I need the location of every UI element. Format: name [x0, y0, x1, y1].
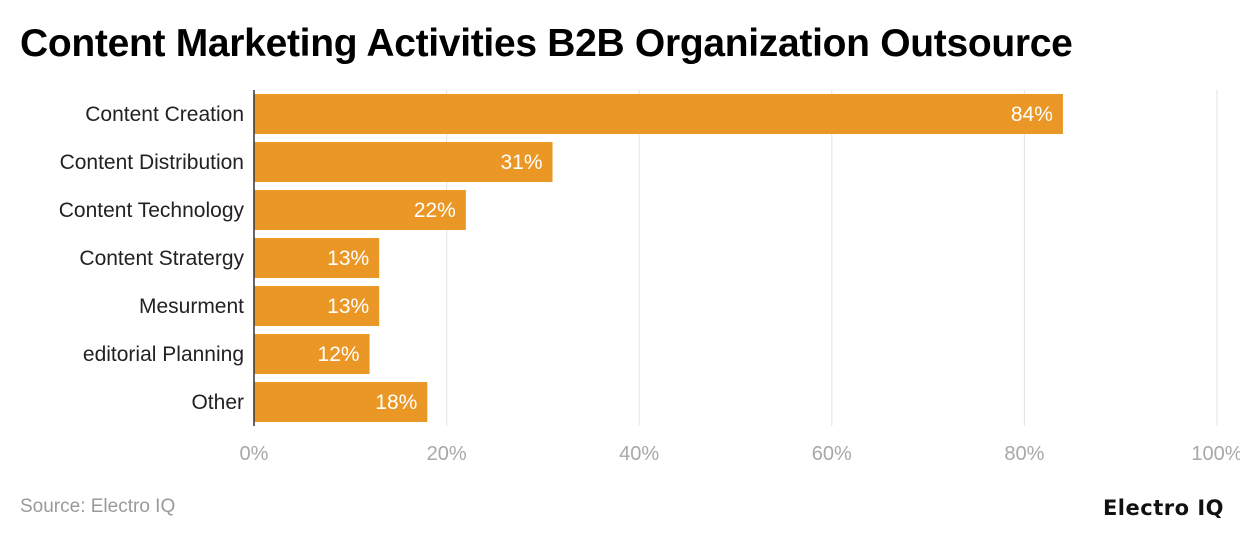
category-label: Content Stratergy	[79, 247, 244, 270]
category-label: Mesurment	[139, 295, 244, 318]
bar-value-label: 31%	[500, 151, 542, 174]
category-label: Content Technology	[59, 199, 245, 222]
category-label: Content Distribution	[60, 151, 244, 174]
bar-chart: 84%31%22%13%13%12%18% Content CreationCo…	[59, 90, 1240, 465]
bar-value-label: 13%	[327, 295, 369, 318]
bar	[254, 238, 380, 278]
bar-value-label: 13%	[327, 247, 369, 270]
x-tick-label: 60%	[812, 443, 852, 465]
bar	[254, 94, 1063, 134]
x-tick-label: 0%	[240, 443, 269, 465]
x-tick-label: 40%	[619, 443, 659, 465]
bar-value-label: 22%	[414, 199, 456, 222]
bar-value-label: 12%	[318, 343, 360, 366]
x-tick-label: 20%	[427, 443, 467, 465]
source-note: Source: Electro IQ	[20, 496, 176, 517]
bar	[254, 286, 380, 326]
x-tick-label: 100%	[1191, 443, 1240, 465]
bars: 84% 31% 22% 13% 13% 12% 18%	[254, 94, 1063, 422]
chart-title: Content Marketing Activities B2B Organiz…	[20, 22, 1073, 65]
bar	[254, 190, 466, 230]
category-label: Other	[191, 391, 244, 414]
category-labels: Content Creation Content Distribution Cont…	[59, 103, 245, 414]
brand-logo: Electro IQ	[1102, 496, 1224, 520]
x-tick-label: 80%	[1004, 443, 1044, 465]
category-label: Content Creation	[85, 103, 244, 126]
bar	[254, 382, 428, 422]
bar	[254, 142, 553, 182]
bar-value-label: 84%	[1011, 103, 1053, 126]
x-axis-ticks: 0% 20% 40% 60% 80% 100%	[240, 443, 1240, 465]
bar-value-label: 18%	[375, 391, 417, 414]
gridlines	[446, 90, 1218, 426]
category-label: editorial Planning	[83, 343, 244, 366]
bar	[254, 334, 370, 374]
